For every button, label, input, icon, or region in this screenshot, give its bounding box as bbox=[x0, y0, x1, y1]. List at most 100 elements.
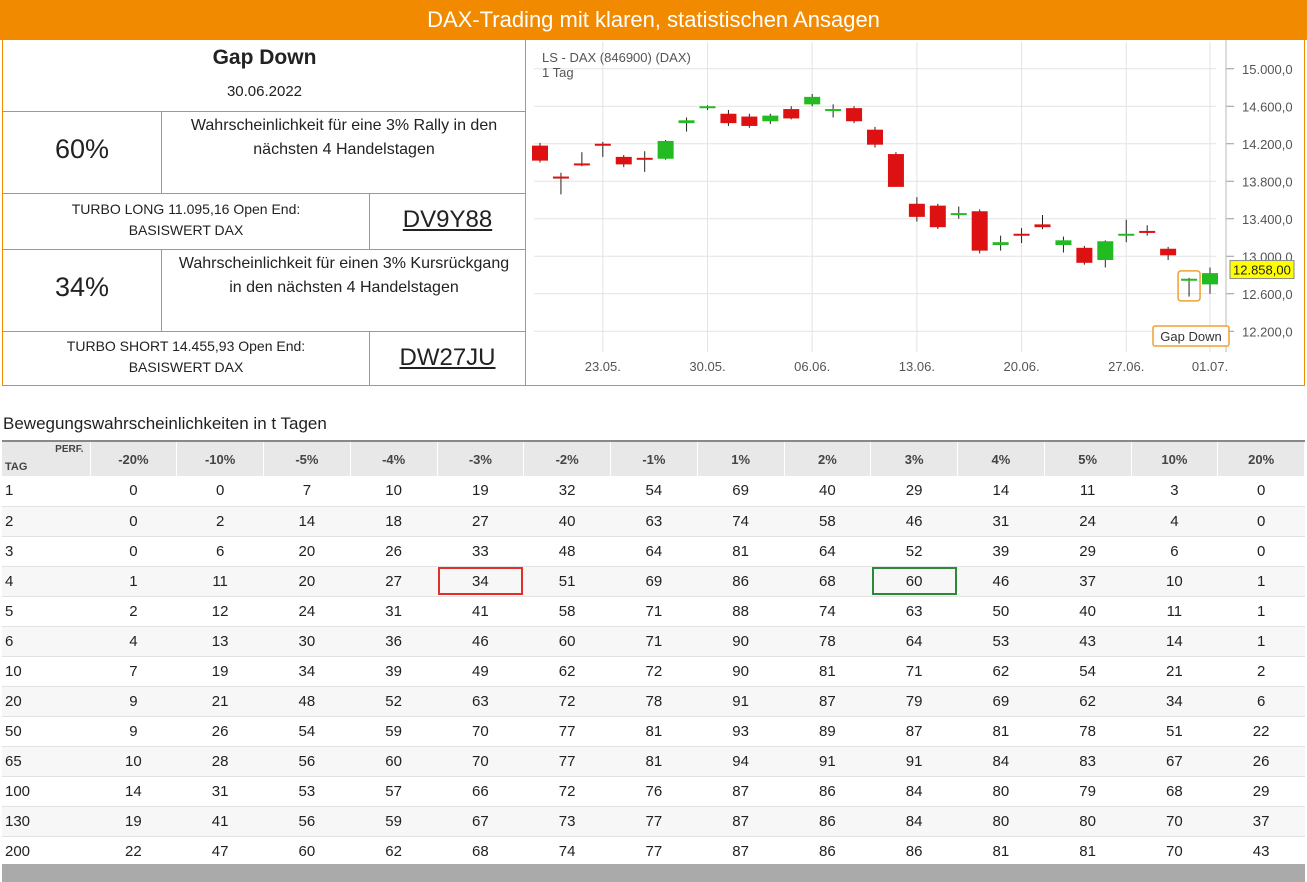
probability-cell: 86 bbox=[870, 836, 958, 867]
probability-cell: 4 bbox=[90, 626, 177, 657]
candle-body bbox=[929, 205, 946, 228]
short-product-line1: TURBO SHORT 14.455,93 Open End: bbox=[66, 338, 306, 354]
probability-cell: 90 bbox=[697, 626, 784, 657]
probability-cell: 60 bbox=[350, 746, 437, 777]
table-title: Bewegungswahrscheinlichkeiten in t Tagen bbox=[3, 414, 327, 433]
probability-cell: 59 bbox=[350, 716, 437, 747]
probability-cell: 24 bbox=[263, 596, 351, 627]
last-price-box bbox=[1229, 260, 1295, 280]
probability-cell: 0 bbox=[90, 506, 177, 537]
column-header: -3% bbox=[437, 440, 525, 476]
probability-cell: 63 bbox=[610, 506, 698, 537]
column-header: -1% bbox=[610, 440, 698, 476]
probability-cell: 62 bbox=[957, 656, 1045, 687]
candle-body bbox=[636, 157, 653, 160]
probability-cell: 47 bbox=[176, 836, 264, 867]
short-product-line2: BASISWERT DAX bbox=[128, 359, 244, 375]
candle-body bbox=[1034, 224, 1051, 228]
candle-body bbox=[846, 108, 863, 122]
probability-cell: 67 bbox=[1131, 746, 1218, 777]
probability-cell: 58 bbox=[523, 596, 611, 627]
y-tick-label: 12.200,0 bbox=[1242, 324, 1293, 339]
short-wkn-link[interactable]: DW27JU bbox=[399, 344, 496, 371]
probability-cell: 77 bbox=[610, 836, 698, 867]
probability-cell: 51 bbox=[1131, 716, 1218, 747]
probability-cell: 81 bbox=[1044, 836, 1131, 867]
probability-cell: 87 bbox=[784, 686, 871, 717]
short-description-line1: Wahrscheinlichkeit für einen 3% Kursrück… bbox=[178, 255, 510, 272]
probability-cell: 34 bbox=[437, 566, 524, 597]
probability-cell: 79 bbox=[870, 686, 958, 717]
candle-body bbox=[804, 96, 821, 105]
probability-cell: 78 bbox=[610, 686, 698, 717]
probability-cell: 64 bbox=[784, 536, 871, 567]
signal-header-cell: Gap Down 30.06.2022 bbox=[3, 40, 525, 112]
x-tick-label: 13.06. bbox=[899, 359, 935, 374]
probability-cell: 80 bbox=[957, 806, 1045, 837]
candle-body bbox=[825, 109, 842, 112]
probability-cell: 0 bbox=[1217, 536, 1305, 567]
probability-cell: 77 bbox=[523, 746, 611, 777]
table-row: 3 0 6 20 26 33 48 64 81 64 52 39 29 6 0 bbox=[2, 536, 1305, 567]
probability-cell: 78 bbox=[784, 626, 871, 657]
probability-cell: 30 bbox=[263, 626, 351, 657]
probability-cell: 39 bbox=[957, 536, 1045, 567]
probability-cell: 39 bbox=[350, 656, 437, 687]
column-header: -5% bbox=[263, 440, 351, 476]
probability-cell: 7 bbox=[263, 476, 351, 507]
probability-cell: 91 bbox=[870, 746, 958, 777]
long-probability-row: 60% Wahrscheinlichkeit für eine 3% Rally… bbox=[3, 112, 525, 194]
column-header: 1% bbox=[697, 440, 785, 476]
x-tick-label: 30.05. bbox=[689, 359, 725, 374]
probability-cell: 59 bbox=[350, 806, 437, 837]
dax-chart: 15.000,0 14.600,0 14.200,0 13.800,0 13.400,0… bbox=[526, 40, 1304, 385]
probability-cell: 29 bbox=[1044, 536, 1131, 567]
x-tick-label: 20.06. bbox=[1003, 359, 1039, 374]
probability-cell: 27 bbox=[437, 506, 524, 537]
probability-cell: 11 bbox=[1044, 476, 1131, 507]
probability-cell: 77 bbox=[610, 806, 698, 837]
signal-name: Gap Down bbox=[212, 46, 317, 69]
probability-cell: 70 bbox=[437, 716, 524, 747]
long-wkn-link[interactable]: DV9Y88 bbox=[402, 206, 493, 233]
table-row: 20 9 21 48 52 63 72 78 91 87 79 69 62 34 6 bbox=[2, 686, 1305, 717]
short-product-row: TURBO SHORT 14.455,93 Open End: BASISWER… bbox=[3, 332, 525, 385]
probability-cell: 19 bbox=[90, 806, 177, 837]
candle-body bbox=[741, 116, 758, 126]
probability-cell: 53 bbox=[263, 776, 351, 807]
probability-cell: 6 bbox=[1217, 686, 1305, 717]
probability-cell: 4 bbox=[1131, 506, 1218, 537]
probability-cell: 22 bbox=[90, 836, 177, 867]
candle-body bbox=[1118, 233, 1135, 236]
probability-cell: 9 bbox=[90, 686, 177, 717]
probability-cell: 83 bbox=[1044, 746, 1131, 777]
dax-candlestick-chart: 15.000,0 14.600,0 14.200,0 13.800,0 13.400,0… bbox=[532, 40, 1295, 374]
short-probability: 34% bbox=[54, 272, 110, 302]
candle-body bbox=[1097, 241, 1114, 260]
candle-body bbox=[908, 203, 925, 217]
probability-cell: 40 bbox=[784, 476, 871, 507]
table-row: 2 0 2 14 18 27 40 63 74 58 46 31 24 4 0 bbox=[2, 506, 1305, 537]
short-probability-row: 34% Wahrscheinlichkeit für einen 3% Kurs… bbox=[3, 250, 525, 332]
table-row: 10 7 19 34 39 49 62 72 90 81 71 62 54 21 2 bbox=[2, 656, 1305, 687]
probability-cell: 70 bbox=[1131, 836, 1218, 867]
candle-body bbox=[887, 154, 904, 187]
probability-cell: 80 bbox=[1044, 806, 1131, 837]
probability-cell: 81 bbox=[957, 716, 1045, 747]
probability-cell: 71 bbox=[870, 656, 958, 687]
probability-cell: 90 bbox=[697, 656, 784, 687]
horizontal-scrollbar[interactable] bbox=[2, 864, 1305, 882]
probability-cell: 60 bbox=[870, 566, 958, 597]
probability-cell: 70 bbox=[1131, 806, 1218, 837]
probability-cell: 14 bbox=[263, 506, 351, 537]
probability-cell: 72 bbox=[523, 776, 611, 807]
candle-body bbox=[1013, 233, 1030, 236]
probability-cell: 84 bbox=[957, 746, 1045, 777]
x-tick-label: 06.06. bbox=[794, 359, 830, 374]
row-tag: 3 bbox=[2, 536, 90, 567]
probability-cell: 68 bbox=[437, 836, 524, 867]
probability-cell: 26 bbox=[350, 536, 437, 567]
probability-cell: 14 bbox=[957, 476, 1045, 507]
probability-cell: 50 bbox=[957, 596, 1045, 627]
candle-body bbox=[594, 143, 611, 146]
